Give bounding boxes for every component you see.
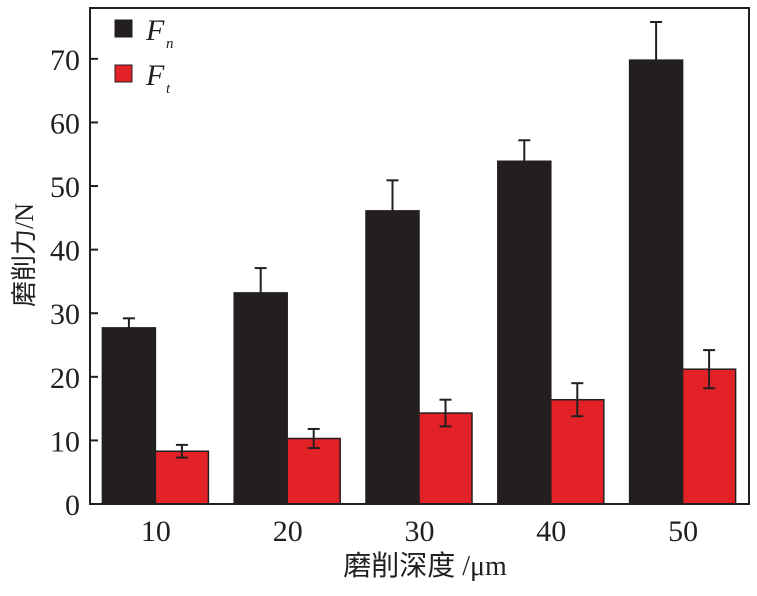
- x-axis-ticks: 10 20 30 40 50: [141, 515, 698, 548]
- error-bars-layer: [122, 20, 716, 459]
- bar-fn: [628, 59, 684, 505]
- y-tick-label: 30: [50, 298, 80, 331]
- x-tick-label: 50: [668, 515, 698, 548]
- bar-ft: [418, 412, 473, 505]
- x-tick-label: 20: [273, 515, 303, 548]
- plot-frame: [89, 7, 750, 505]
- legend-label: F: [145, 59, 165, 92]
- legend-swatch: [114, 64, 133, 83]
- legend-label: F: [145, 14, 165, 47]
- bar-ft: [154, 450, 210, 505]
- x-axis-label: 磨削深度 /μm: [343, 550, 507, 582]
- bars-layer: [101, 59, 737, 505]
- y-tick-label: 20: [50, 362, 80, 395]
- bar-fn: [497, 160, 552, 505]
- x-tick-label: 30: [405, 515, 435, 548]
- bar-ft: [286, 437, 341, 505]
- y-tick-label: 10: [50, 425, 80, 458]
- bar-ft: [681, 368, 737, 505]
- bar-fn: [101, 327, 157, 505]
- y-tick-label: 50: [50, 171, 80, 204]
- legend-subscript: t: [166, 81, 171, 97]
- y-tick-label: 40: [50, 235, 80, 268]
- x-tick-label: 40: [536, 515, 566, 548]
- bar-fn: [365, 210, 420, 505]
- y-axis-ticks: 0 10 20 30 40 50 60 70: [50, 44, 98, 522]
- legend-subscript: n: [166, 36, 174, 52]
- y-tick-label: 70: [50, 44, 80, 77]
- y-tick-label: 60: [50, 107, 80, 140]
- bar-fn: [233, 292, 288, 505]
- x-tick-label: 10: [141, 515, 171, 548]
- y-axis-label: 磨削力/N: [10, 203, 39, 307]
- legend-swatch: [114, 19, 133, 38]
- y-tick-label: 0: [65, 489, 80, 522]
